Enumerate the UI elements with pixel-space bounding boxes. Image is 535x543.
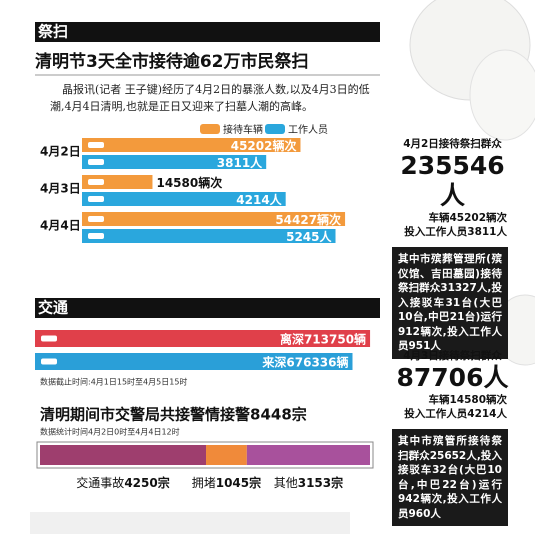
section-bar <box>35 22 380 42</box>
category-label: 4月4日 <box>40 219 81 233</box>
value-text: 3811人 <box>217 155 263 170</box>
segment-value: 4250宗 <box>124 475 169 490</box>
value-text: 14580辆次 <box>156 175 222 190</box>
value-label: 14580辆次 <box>156 175 222 190</box>
bar <box>35 353 353 370</box>
value-label: 4214人 <box>236 192 282 207</box>
value-text: 5245人 <box>286 229 332 244</box>
bar-icon <box>88 142 104 148</box>
value-text: 4214人 <box>236 192 282 207</box>
value-label: 来深676336辆 <box>261 354 348 369</box>
bar <box>35 330 371 347</box>
section-tag: 交通 <box>38 299 68 317</box>
category-label: 来深 <box>261 354 286 369</box>
section-tag: 祭扫 <box>37 23 68 41</box>
segment-name: 交通事故 <box>76 475 124 490</box>
bar-segment <box>246 445 370 465</box>
panel-staff: 投入工作人员3811人 <box>404 226 507 238</box>
bar-icon <box>41 358 57 365</box>
segment-label: 拥堵1045宗 <box>192 475 261 490</box>
panel-total: 87706人 <box>396 363 509 392</box>
legend-label: 接待车辆 <box>223 123 263 136</box>
value-text: 713750辆 <box>304 331 366 346</box>
bar-icon <box>88 216 104 222</box>
panel-detail: 其中市殡管所接待祭扫群众25652人,投入接驳车32台(大巴10台,中巴22台)… <box>392 429 508 526</box>
panel-heading: 4月3日接待祭扫群众 <box>403 350 502 362</box>
bar-icon <box>88 159 104 165</box>
bar <box>82 212 346 226</box>
bar-icon <box>88 196 104 202</box>
bar-frame <box>36 441 374 469</box>
category-label: 离深 <box>280 331 304 346</box>
bar <box>82 155 267 169</box>
main-title: 清明节3天全市接待逾62万市民祭扫 <box>35 51 309 72</box>
bar-segment <box>40 445 207 465</box>
value-label: 45202辆次 <box>231 138 297 153</box>
panel-total: 235546人 <box>400 151 505 210</box>
note: 数据统计时间4月2日0时至4月4日12时 <box>40 427 180 437</box>
bar <box>82 192 286 206</box>
segment-label: 交通事故4250宗 <box>76 475 169 490</box>
value-label: 5245人 <box>286 229 332 244</box>
panel-staff: 投入工作人员4214人 <box>404 408 507 420</box>
bar <box>82 229 336 243</box>
bar-icon <box>41 335 57 342</box>
chart-title: 清明期间市交警局共接警情接警8448宗 <box>40 406 307 424</box>
category-label: 4月2日 <box>40 145 81 159</box>
bar-icon <box>88 233 104 239</box>
bar <box>82 175 153 189</box>
flower-decoration <box>469 49 535 141</box>
panel-vehicles: 车辆45202辆次 <box>428 212 507 224</box>
segment-name: 拥堵 <box>192 476 216 490</box>
panel-detail: 其中市殡葬管理所(殡仪馆、吉田墓园)接待祭扫群众31327人,投入接驳车31台(… <box>392 247 508 359</box>
bar-icon <box>88 179 104 185</box>
bar <box>82 138 301 152</box>
side-panel: 4月2日接待祭扫群众 235546人 车辆45202辆次 投入工作人员3811人… <box>390 136 515 359</box>
value-label: 离深713750辆 <box>280 331 366 346</box>
legend-swatch <box>265 124 285 134</box>
note: 数据截止时间:4月1日15时至4月5日15时 <box>40 377 187 387</box>
section-bar <box>35 298 380 318</box>
blurred-strip <box>30 512 350 534</box>
legend-label: 工作人员 <box>288 124 328 136</box>
segment-label: 其他3153宗 <box>274 475 343 490</box>
intro: 晶报讯(记者 王子键)经历了4月2日的暴涨人数,以及4月3日的低潮,4月4日清明… <box>50 83 370 113</box>
value-label: 3811人 <box>217 155 263 170</box>
category-label: 4月3日 <box>40 182 81 196</box>
bar-segment <box>206 445 247 465</box>
value-text: 45202辆次 <box>231 138 297 153</box>
panel-heading: 4月2日接待祭扫群众 <box>403 138 502 150</box>
segment-value: 3153宗 <box>298 475 343 490</box>
segment-name: 其他 <box>274 476 298 490</box>
value-label: 54427辆次 <box>275 212 341 227</box>
value-text: 54427辆次 <box>275 212 341 227</box>
value-text: 676336辆 <box>286 354 348 369</box>
side-panel: 4月3日接待祭扫群众 87706人 车辆14580辆次 投入工作人员4214人 … <box>390 348 515 526</box>
segment-value: 1045宗 <box>216 475 261 490</box>
panel-vehicles: 车辆14580辆次 <box>428 394 507 406</box>
legend-swatch <box>200 124 220 134</box>
